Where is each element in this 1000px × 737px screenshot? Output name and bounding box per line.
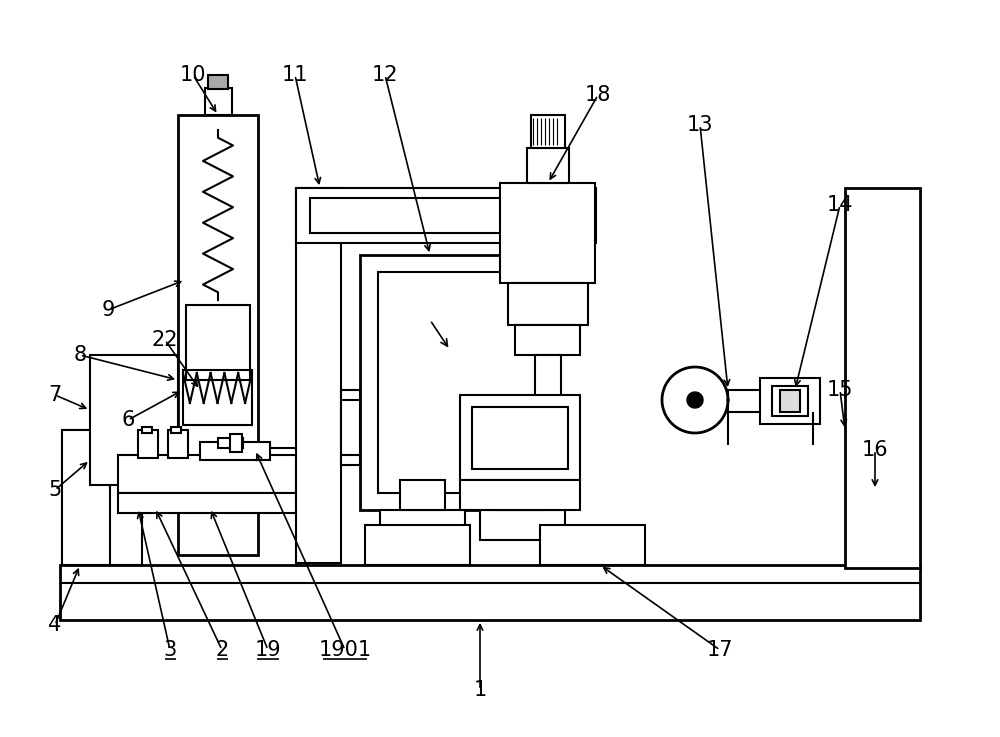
Text: 17: 17 [707,640,733,660]
Bar [205,88,232,115]
Text: 9: 9 [101,300,115,320]
Bar [60,565,920,620]
Bar [365,525,470,565]
Bar [360,255,560,510]
Text: 16: 16 [862,440,888,460]
Bar [378,272,542,493]
Bar [230,434,242,452]
Bar [380,510,465,540]
Bar [460,480,580,510]
Text: 10: 10 [180,65,206,85]
Bar [171,427,181,433]
Polygon shape [662,367,728,433]
Text: 11: 11 [282,65,308,85]
Text: 12: 12 [372,65,398,85]
Text: 7: 7 [48,385,62,405]
Bar [535,355,561,400]
Bar [168,430,188,458]
Text: 1: 1 [473,680,487,700]
Text: 5: 5 [48,480,62,500]
Text: 22: 22 [152,330,178,350]
Bar [183,370,252,425]
Bar [527,148,569,183]
Bar [62,430,110,565]
Text: 19: 19 [255,640,281,660]
Bar [480,510,565,540]
Bar [728,390,813,412]
Bar [296,188,596,243]
Bar [499,480,544,510]
Bar [186,305,250,380]
Bar [341,390,360,465]
Bar [531,115,565,148]
Bar [178,115,258,555]
Bar [400,480,445,510]
Bar [760,378,820,424]
Text: 6: 6 [121,410,135,430]
Bar [310,198,580,233]
Text: 13: 13 [687,115,713,135]
Bar [118,493,296,513]
Bar [62,430,142,565]
Bar [142,427,152,433]
Bar [515,325,580,355]
Bar [460,395,580,480]
Text: 8: 8 [73,345,87,365]
Text: 4: 4 [48,615,62,635]
Bar [200,442,270,460]
Text: 3: 3 [163,640,177,660]
Bar [118,455,296,493]
Bar [508,283,588,325]
Bar [90,355,178,485]
Bar [780,390,800,412]
Bar [218,438,243,448]
Bar [208,75,228,89]
Bar [772,386,808,416]
Text: 15: 15 [827,380,853,400]
Text: 14: 14 [827,195,853,215]
Bar [845,188,920,568]
Text: 18: 18 [585,85,611,105]
Text: 1901: 1901 [318,640,372,660]
Polygon shape [687,392,703,408]
Text: 2: 2 [215,640,229,660]
Bar [500,183,595,283]
Bar [472,407,568,469]
Bar [296,188,341,563]
Bar [138,430,158,458]
Bar [540,525,645,565]
